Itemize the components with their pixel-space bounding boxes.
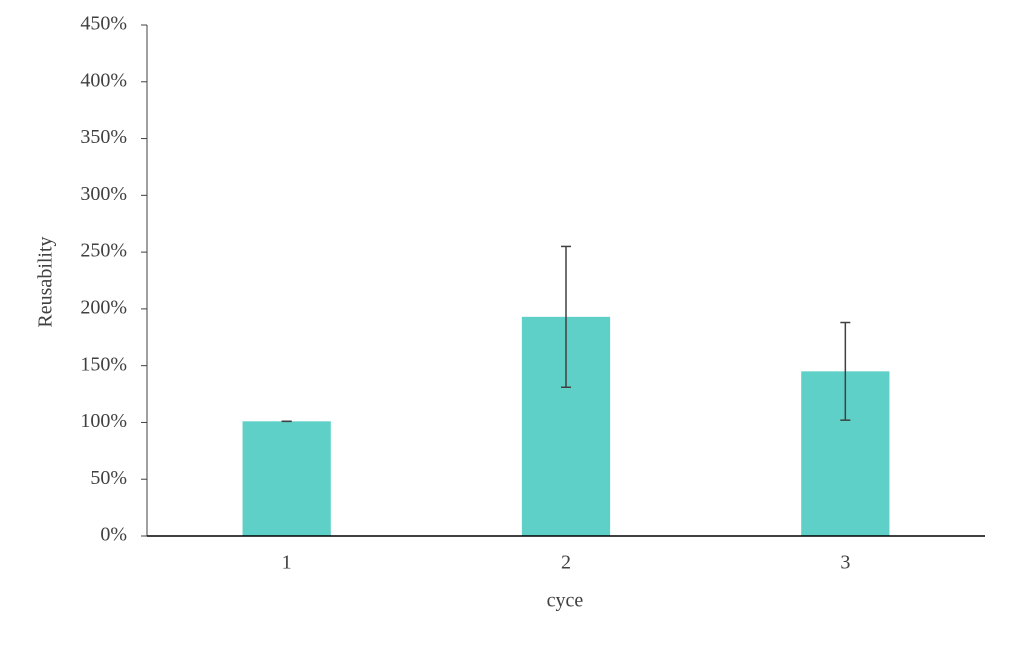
y-tick-label: 300% (80, 183, 127, 205)
y-tick-label: 350% (80, 126, 127, 148)
x-tick-label: 3 (840, 552, 850, 574)
x-tick-label: 1 (282, 552, 292, 574)
y-axis-title: Reusability (35, 236, 57, 327)
y-tick-label: 200% (80, 296, 127, 318)
bar (242, 421, 331, 536)
error-bar (561, 245, 571, 388)
y-tick-label: 100% (80, 410, 127, 432)
x-tick-label: 2 (561, 552, 571, 574)
error-bar (840, 321, 851, 421)
y-tick-label: 250% (80, 240, 127, 262)
y-tick-label: 0% (100, 524, 127, 546)
y-tick-label: 400% (80, 69, 127, 91)
x-axis-title: cyce (547, 590, 584, 612)
y-tick-label: 450% (80, 13, 127, 35)
y-tick-label: 50% (90, 467, 127, 489)
y-tick-label: 150% (80, 353, 127, 375)
